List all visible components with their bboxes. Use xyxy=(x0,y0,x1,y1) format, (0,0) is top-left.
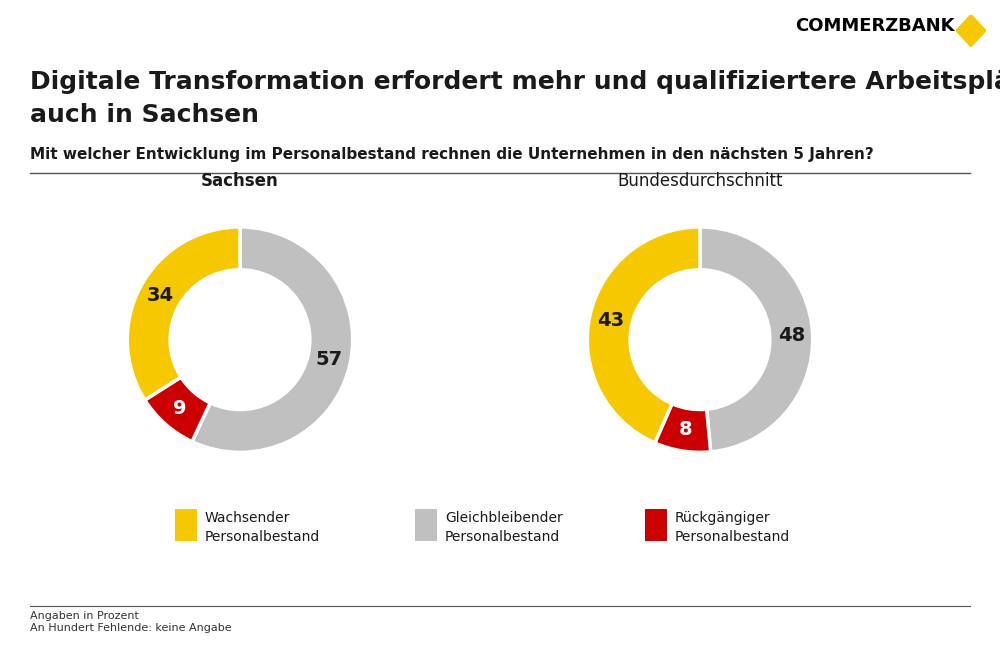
Wedge shape xyxy=(700,227,813,452)
Text: 8: 8 xyxy=(679,420,692,440)
Text: Rückgängiger
Personalbestand: Rückgängiger Personalbestand xyxy=(675,511,790,544)
Polygon shape xyxy=(956,15,986,47)
Text: 48: 48 xyxy=(778,326,805,345)
Text: 9: 9 xyxy=(173,399,186,418)
Wedge shape xyxy=(587,227,700,443)
Text: Mit welcher Entwicklung im Personalbestand rechnen die Unternehmen in den nächst: Mit welcher Entwicklung im Personalbesta… xyxy=(30,147,874,162)
Text: 57: 57 xyxy=(316,350,343,369)
Wedge shape xyxy=(127,227,240,400)
Text: COMMERZBANK: COMMERZBANK xyxy=(796,17,955,35)
Text: 34: 34 xyxy=(146,286,174,305)
Text: Sachsen: Sachsen xyxy=(201,172,279,190)
Text: 43: 43 xyxy=(597,312,624,330)
Text: Digitale Transformation erfordert mehr und qualifiziertere Arbeitsplätze,: Digitale Transformation erfordert mehr u… xyxy=(30,70,1000,94)
Text: Wachsender
Personalbestand: Wachsender Personalbestand xyxy=(205,511,320,544)
Wedge shape xyxy=(145,377,210,442)
Text: Bundesdurchschnitt: Bundesdurchschnitt xyxy=(617,172,783,190)
Wedge shape xyxy=(192,227,353,452)
Text: Angaben in Prozent: Angaben in Prozent xyxy=(30,611,139,621)
Text: Gleichbleibender
Personalbestand: Gleichbleibender Personalbestand xyxy=(445,511,563,544)
Wedge shape xyxy=(655,404,711,452)
Text: auch in Sachsen: auch in Sachsen xyxy=(30,103,259,127)
Text: An Hundert Fehlende: keine Angabe: An Hundert Fehlende: keine Angabe xyxy=(30,623,232,633)
